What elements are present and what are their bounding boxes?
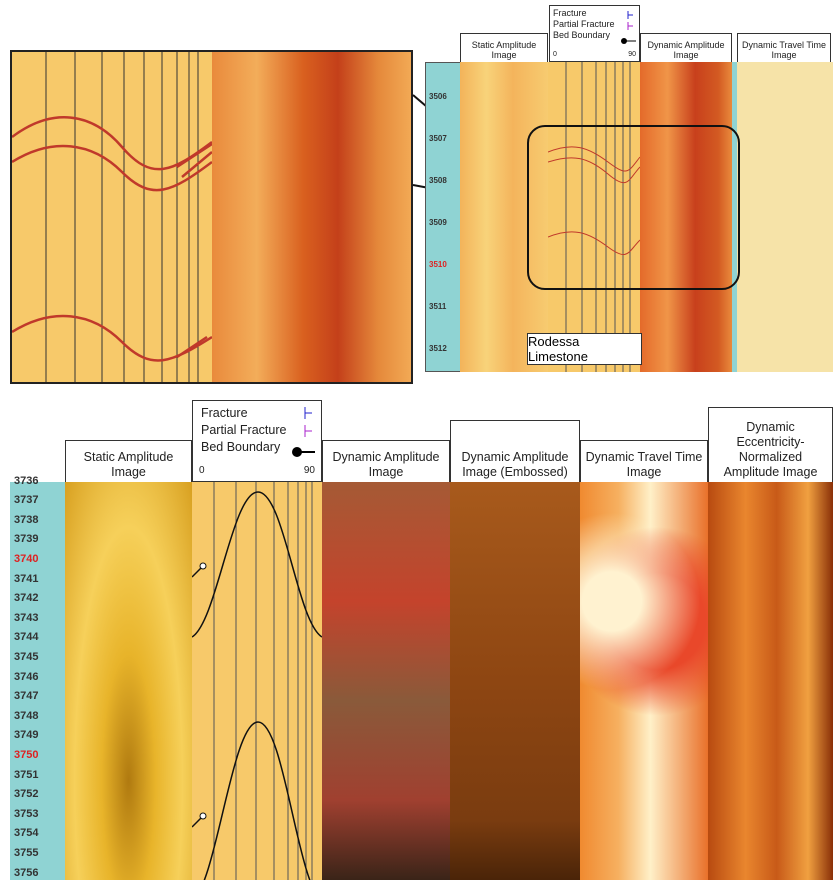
track-header: Dynamic Amplitude Image	[640, 33, 732, 62]
depth-label: 3509	[429, 219, 447, 227]
image-track	[580, 482, 708, 880]
depth-label: 3512	[429, 345, 447, 353]
track-header: Dynamic Travel Time Image	[580, 440, 708, 482]
scale-min: 0	[199, 462, 205, 479]
depth-label: 3748	[14, 711, 38, 722]
image-track	[450, 482, 580, 880]
depth-label: 3510	[429, 261, 447, 269]
scale-max: 90	[628, 49, 636, 60]
image-track	[737, 62, 833, 372]
image-track	[708, 482, 833, 880]
depth-label: 3755	[14, 848, 38, 859]
depth-label: 3747	[14, 691, 38, 702]
depth-label: 3750	[14, 750, 38, 761]
depth-label: 3740	[14, 554, 38, 565]
depth-label: 3739	[14, 534, 38, 545]
track-header: Static Amplitude Image	[460, 33, 548, 62]
depth-label: 3756	[14, 868, 38, 879]
depth-label: 3744	[14, 632, 38, 643]
depth-label: 3751	[14, 770, 38, 781]
legend-symbols	[550, 6, 640, 46]
highlight-box	[527, 125, 740, 290]
depth-label: 3506	[429, 93, 447, 101]
depth-label: 3754	[14, 828, 38, 839]
depth-label: 3511	[429, 303, 446, 311]
depth-label: 3753	[14, 809, 38, 820]
track-header: Dynamic Eccentricity-Normalized Amplitud…	[708, 407, 833, 482]
track-header: Dynamic Travel Time Image	[737, 33, 831, 62]
depth-label: 3508	[429, 177, 447, 185]
depth-label: 3736	[14, 476, 38, 487]
scale-min: 0	[553, 49, 557, 60]
legend: Fracture Partial Fracture Bed Boundary 0…	[549, 5, 640, 62]
depth-label: 3507	[429, 135, 447, 143]
image-track	[322, 482, 450, 880]
depth-label: 3741	[14, 574, 38, 585]
depth-label: 3746	[14, 672, 38, 683]
depth-label: 3749	[14, 730, 38, 741]
legend-symbols	[193, 401, 321, 461]
depth-label: 3738	[14, 515, 38, 526]
track-header: Dynamic Amplitude Image (Embossed)	[450, 420, 580, 482]
track-header: Static Amplitude Image	[65, 440, 192, 482]
depth-track: 3506 3507 3508 3509 3510 3511 3512	[425, 62, 461, 372]
depth-label: 3737	[14, 495, 38, 506]
figure: 3506 3507 3508 3509 3510 3511 3512 Static Ampl…	[0, 0, 833, 880]
image-track	[65, 482, 192, 880]
track-header: Dynamic Amplitude Image	[322, 440, 450, 482]
legend: Fracture Partial Fracture Bed Boundary 0…	[192, 400, 322, 482]
depth-label: 3752	[14, 789, 38, 800]
depth-label: 3745	[14, 652, 38, 663]
depth-label: 3742	[14, 593, 38, 604]
depth-label: 3743	[14, 613, 38, 624]
interpretation-track	[192, 482, 322, 880]
formation-label: Rodessa Limestone	[527, 333, 642, 365]
scale-max: 90	[304, 462, 315, 479]
